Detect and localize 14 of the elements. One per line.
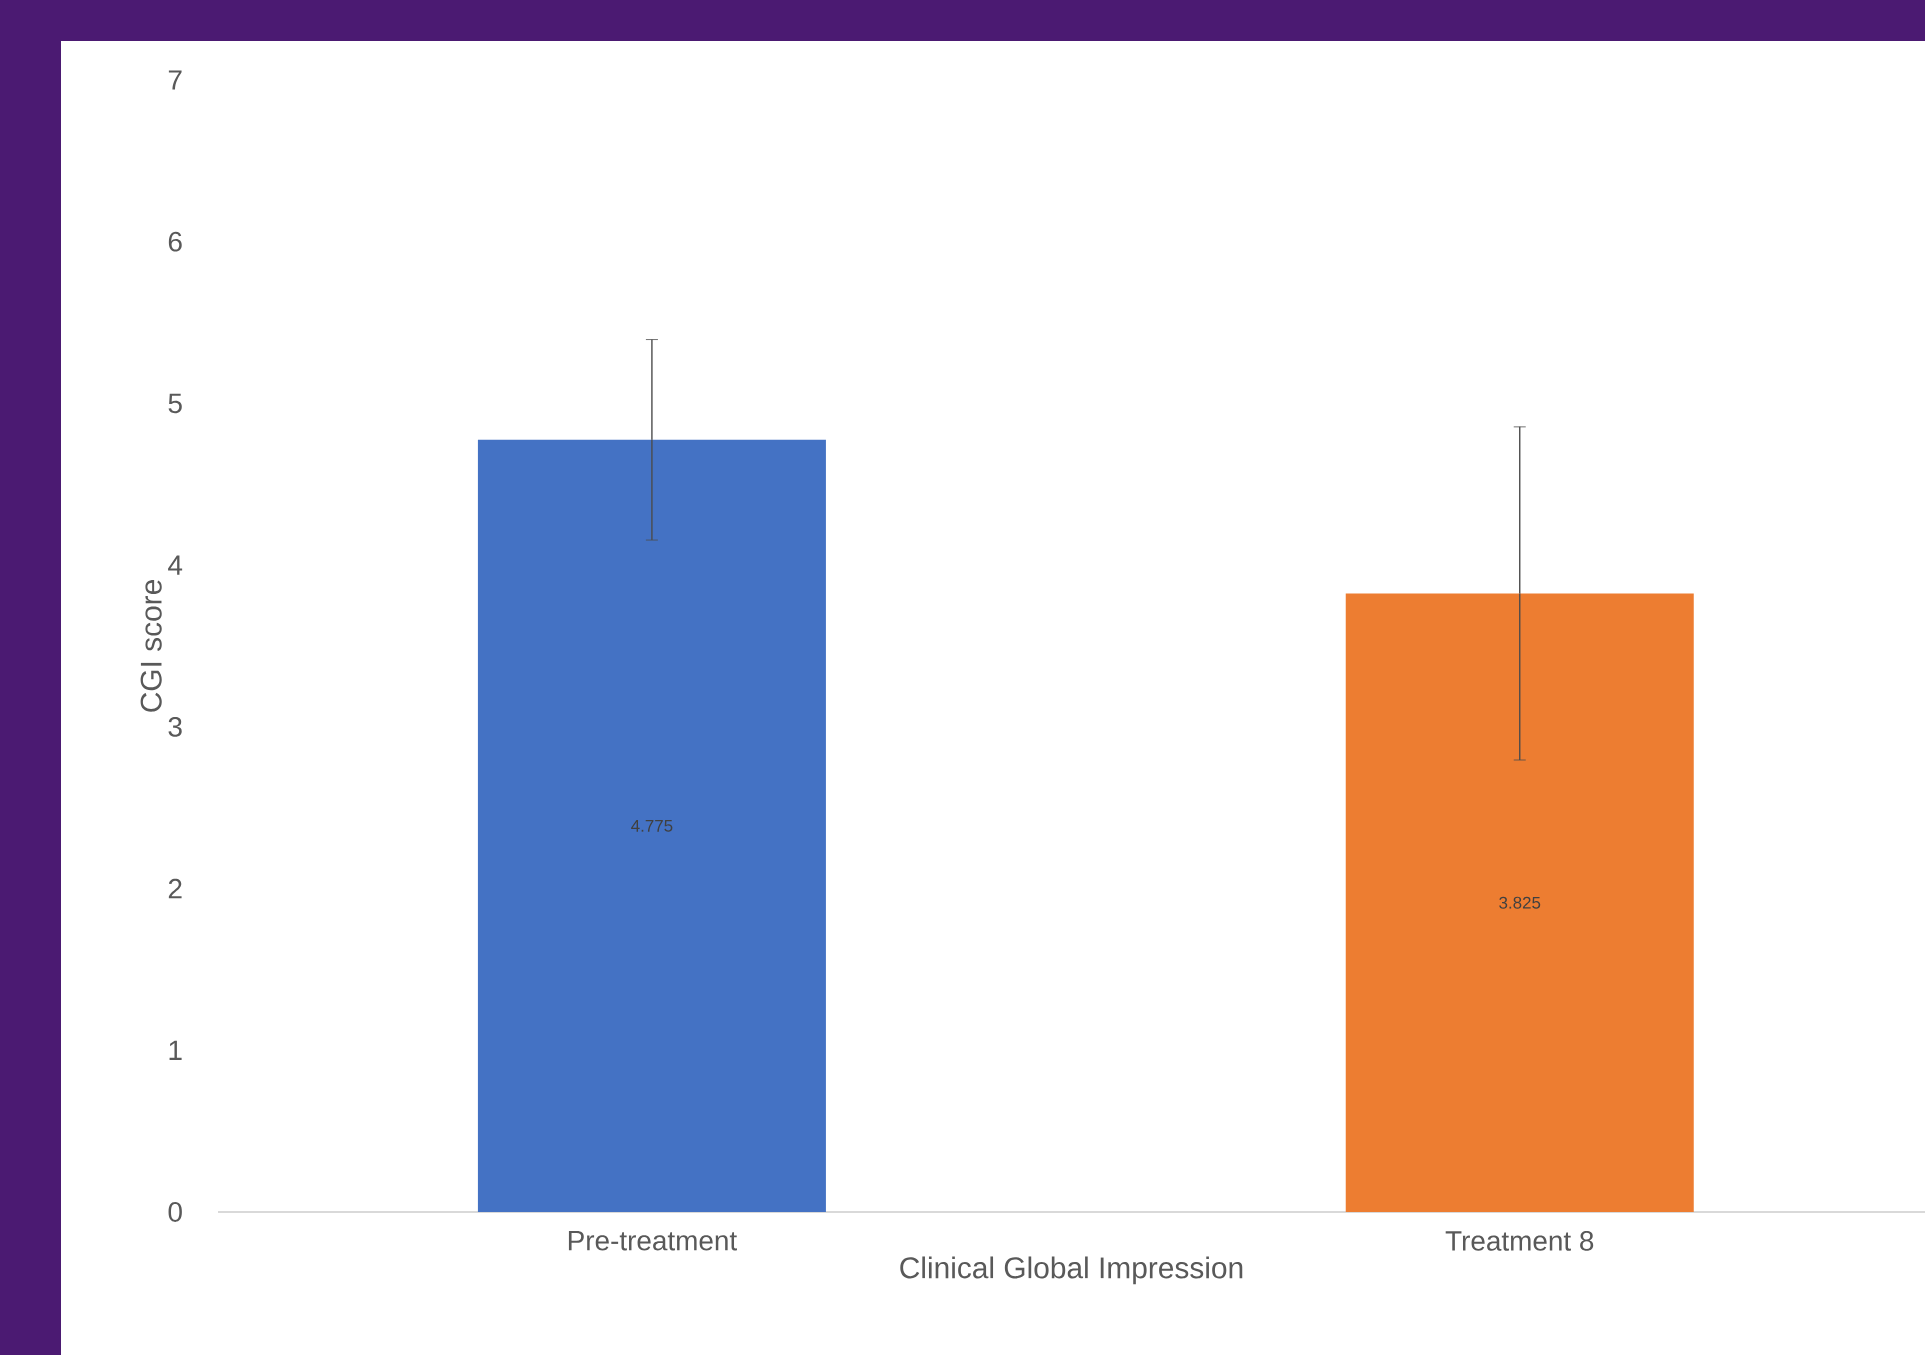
x-tick-label: Treatment 8 bbox=[1445, 1231, 1594, 1251]
y-tick-label: 5 bbox=[168, 393, 182, 414]
y-tick-label: 6 bbox=[168, 231, 182, 252]
y-tick-label: 7 bbox=[168, 70, 182, 90]
data-label: 3.825 bbox=[1499, 896, 1541, 909]
y-tick-label: 3 bbox=[168, 716, 182, 737]
y-tick-label: 2 bbox=[168, 878, 182, 899]
y-tick-label: 0 bbox=[168, 1202, 182, 1222]
x-axis-title: Clinical Global Impression bbox=[900, 1256, 1243, 1285]
y-tick-label: 1 bbox=[169, 1040, 182, 1060]
y-axis-title: CGI score bbox=[140, 580, 162, 712]
x-tick-label: Pre-treatment bbox=[568, 1231, 737, 1251]
data-label: 4.775 bbox=[631, 819, 673, 832]
y-tick-label: 4 bbox=[168, 555, 183, 575]
